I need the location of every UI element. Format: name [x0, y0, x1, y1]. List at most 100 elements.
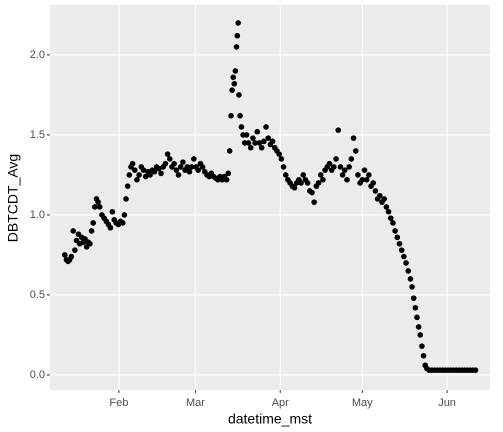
point	[95, 199, 101, 205]
point	[258, 144, 265, 151]
point	[403, 260, 409, 266]
point	[269, 138, 276, 145]
point	[241, 140, 248, 146]
point	[370, 180, 377, 186]
point	[300, 172, 307, 178]
point	[320, 176, 326, 183]
point	[147, 172, 153, 178]
point	[359, 176, 366, 183]
point	[352, 148, 359, 154]
point	[256, 140, 263, 146]
point	[225, 170, 232, 177]
point	[355, 172, 361, 178]
point	[134, 176, 140, 183]
axes: 0.0 0.5 1.0 1.5 2.0 Feb Mar Apr May Jun	[30, 49, 456, 409]
point	[109, 208, 116, 215]
point	[472, 367, 479, 373]
x-tick-label: Jun	[438, 397, 456, 409]
y-tick-label: 0.0	[30, 369, 45, 381]
point	[250, 135, 256, 141]
point	[173, 167, 180, 173]
point	[247, 144, 254, 151]
point	[164, 151, 171, 157]
point	[346, 164, 352, 170]
point	[339, 172, 346, 178]
point	[136, 172, 142, 178]
point	[88, 228, 95, 234]
point	[317, 172, 324, 178]
point	[151, 168, 158, 175]
point	[177, 164, 184, 170]
point	[68, 253, 75, 260]
point	[186, 168, 193, 175]
point	[363, 176, 370, 183]
point	[107, 224, 114, 231]
point	[341, 167, 348, 173]
point	[191, 156, 197, 162]
point	[392, 228, 398, 234]
point	[235, 20, 241, 26]
point	[230, 74, 237, 81]
point	[184, 164, 191, 170]
point	[291, 184, 298, 191]
point	[282, 172, 289, 178]
y-tick-label: 1.0	[30, 209, 45, 221]
x-tick-label: May	[352, 397, 373, 409]
point	[390, 220, 396, 226]
y-tick-label: 2.0	[30, 49, 45, 61]
point	[236, 92, 242, 98]
point	[175, 172, 182, 178]
point	[412, 304, 419, 311]
point	[229, 87, 235, 93]
point	[366, 172, 372, 178]
point	[140, 167, 147, 173]
point	[131, 167, 138, 173]
y-axis-title: DBTCDT_Avg	[5, 154, 21, 242]
point	[383, 204, 390, 210]
point	[261, 138, 267, 145]
point	[61, 252, 68, 258]
point	[231, 80, 238, 87]
point	[387, 215, 394, 221]
point	[415, 324, 422, 330]
point	[121, 212, 128, 218]
x-tick-label: Mar	[186, 397, 205, 409]
x-tick-label: Feb	[109, 397, 128, 409]
point	[72, 247, 78, 253]
point	[156, 165, 162, 172]
point	[398, 247, 405, 253]
x-axis-title: datetime_mst	[228, 411, 312, 427]
point	[407, 276, 414, 282]
point	[280, 164, 287, 170]
point	[237, 112, 243, 119]
point	[331, 164, 337, 170]
point	[243, 132, 250, 138]
point	[409, 284, 415, 290]
point	[233, 44, 240, 50]
point	[265, 135, 272, 141]
point	[417, 332, 424, 338]
x-tick-label: Apr	[272, 397, 289, 409]
point	[276, 151, 282, 157]
point	[419, 343, 425, 349]
point	[96, 204, 103, 210]
point	[245, 140, 252, 146]
point	[410, 295, 417, 301]
point	[162, 160, 169, 167]
point	[238, 124, 245, 130]
point	[142, 173, 149, 180]
point	[166, 156, 173, 162]
point	[119, 220, 126, 226]
point	[348, 156, 355, 162]
point	[180, 159, 186, 165]
point	[199, 164, 206, 170]
point	[396, 240, 403, 247]
point	[70, 228, 77, 234]
point	[385, 208, 392, 215]
point	[90, 220, 97, 226]
point	[195, 167, 202, 173]
point	[333, 156, 339, 162]
point	[226, 148, 233, 154]
